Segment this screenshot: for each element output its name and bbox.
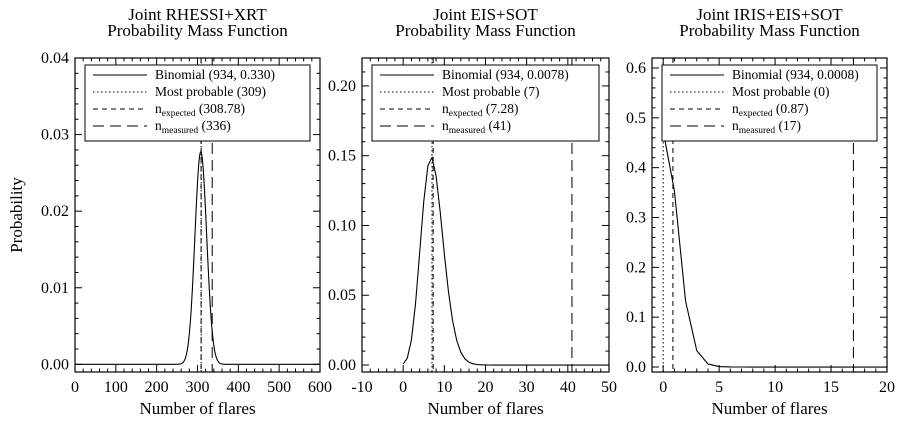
x-axis-label: Number of flares xyxy=(711,399,827,418)
legend-entry: nexpected (7.28) xyxy=(442,101,519,119)
binomial-pmf-line xyxy=(402,155,609,366)
x-tick-label: 400 xyxy=(226,379,250,396)
x-tick-label: 5 xyxy=(715,379,723,396)
legend-entry: nexpected (308.78) xyxy=(155,101,245,119)
plot-frame xyxy=(651,57,888,373)
y-tick-label: 0.00 xyxy=(328,357,356,374)
y-tick-label: 0.1 xyxy=(626,309,646,326)
legend-value: (308.78) xyxy=(196,101,246,116)
legend-box xyxy=(84,64,311,142)
legend-subscript: expected xyxy=(162,109,196,119)
binomial-pmf-line xyxy=(75,150,320,365)
y-tick-label: 0.00 xyxy=(41,356,69,373)
chart-title-line-1: Joint IRIS+EIS+SOT xyxy=(696,5,843,24)
legend-value: (336) xyxy=(198,118,231,133)
legend-symbol: n xyxy=(155,118,162,133)
x-tick-label: 0 xyxy=(71,379,79,396)
legend-entry: Binomial (934, 0.330) xyxy=(155,67,275,82)
legend-symbol: n xyxy=(732,118,739,133)
x-tick-label: 10 xyxy=(767,379,783,396)
legend-entry: Most probable (0) xyxy=(732,84,829,99)
legend-entry: nexpected (0.87) xyxy=(732,101,809,119)
legend-entry: Most probable (309) xyxy=(155,84,266,99)
x-tick-label: 40 xyxy=(560,379,576,396)
y-tick-label: 0.0 xyxy=(626,359,646,376)
y-tick-label: 0.6 xyxy=(626,60,646,77)
legend-subscript: measured xyxy=(162,126,199,136)
y-tick-label: 0.4 xyxy=(626,160,646,177)
x-tick-label: 500 xyxy=(267,379,291,396)
y-tick-label: 0.01 xyxy=(41,280,69,297)
legend-symbol: n xyxy=(442,101,449,116)
y-tick-label: 0.2 xyxy=(626,259,646,276)
legend-value: (7.28) xyxy=(483,101,519,116)
x-axis-label: Number of flares xyxy=(139,399,255,418)
chart-title-line-2: Probability Mass Function xyxy=(107,21,288,40)
legend-subscript: expected xyxy=(449,109,483,119)
y-tick-label: 0.02 xyxy=(41,203,69,220)
x-tick-label: 30 xyxy=(519,379,535,396)
x-tick-label: 300 xyxy=(186,379,210,396)
x-tick-label: -10 xyxy=(351,379,372,396)
y-tick-label: 0.20 xyxy=(328,78,356,95)
y-tick-label: 0.3 xyxy=(626,209,646,226)
x-tick-label: 10 xyxy=(436,379,452,396)
x-tick-label: 20 xyxy=(478,379,494,396)
x-tick-label: 0 xyxy=(399,379,407,396)
legend-subscript: measured xyxy=(449,126,486,136)
x-tick-label: 20 xyxy=(879,379,895,396)
y-tick-label: 0.03 xyxy=(41,127,69,144)
legend-entry: Binomial (934, 0.0078) xyxy=(442,67,569,82)
x-tick-label: 0 xyxy=(659,379,667,396)
binomial-pmf-line xyxy=(662,130,887,368)
legend-symbol: n xyxy=(442,118,449,133)
chart-title-line-1: Joint EIS+SOT xyxy=(433,5,538,24)
legend-value: (41) xyxy=(485,118,511,133)
legend-entry: nmeasured (336) xyxy=(155,118,231,136)
legend-box xyxy=(661,64,878,142)
y-tick-label: 0.04 xyxy=(41,50,69,67)
y-axis-label: Probability xyxy=(7,177,26,253)
y-tick-label: 0.15 xyxy=(328,148,356,165)
x-axis-label: Number of flares xyxy=(427,399,543,418)
legend-entry: nmeasured (17) xyxy=(732,118,801,136)
legend-subscript: expected xyxy=(739,109,773,119)
legend-value: (0.87) xyxy=(773,101,809,116)
x-tick-label: 200 xyxy=(145,379,169,396)
chart-title-line-2: Probability Mass Function xyxy=(395,21,576,40)
legend-entry: nmeasured (41) xyxy=(442,118,511,136)
y-tick-label: 0.10 xyxy=(328,217,356,234)
legend-symbol: n xyxy=(155,101,162,116)
x-tick-label: 50 xyxy=(601,379,617,396)
x-tick-label: 15 xyxy=(823,379,839,396)
legend-box xyxy=(371,64,600,142)
y-tick-label: 0.05 xyxy=(328,287,356,304)
x-tick-label: 600 xyxy=(308,379,332,396)
chart-title-line-2: Probability Mass Function xyxy=(679,21,860,40)
legend-entry: Most probable (7) xyxy=(442,84,539,99)
chart-title-line-1: Joint RHESSI+XRT xyxy=(128,5,267,24)
y-tick-label: 0.5 xyxy=(626,110,646,127)
legend-entry: Binomial (934, 0.0008) xyxy=(732,67,859,82)
x-tick-label: 100 xyxy=(104,379,128,396)
legend-symbol: n xyxy=(732,101,739,116)
legend-subscript: measured xyxy=(739,126,776,136)
legend-value: (17) xyxy=(775,118,801,133)
